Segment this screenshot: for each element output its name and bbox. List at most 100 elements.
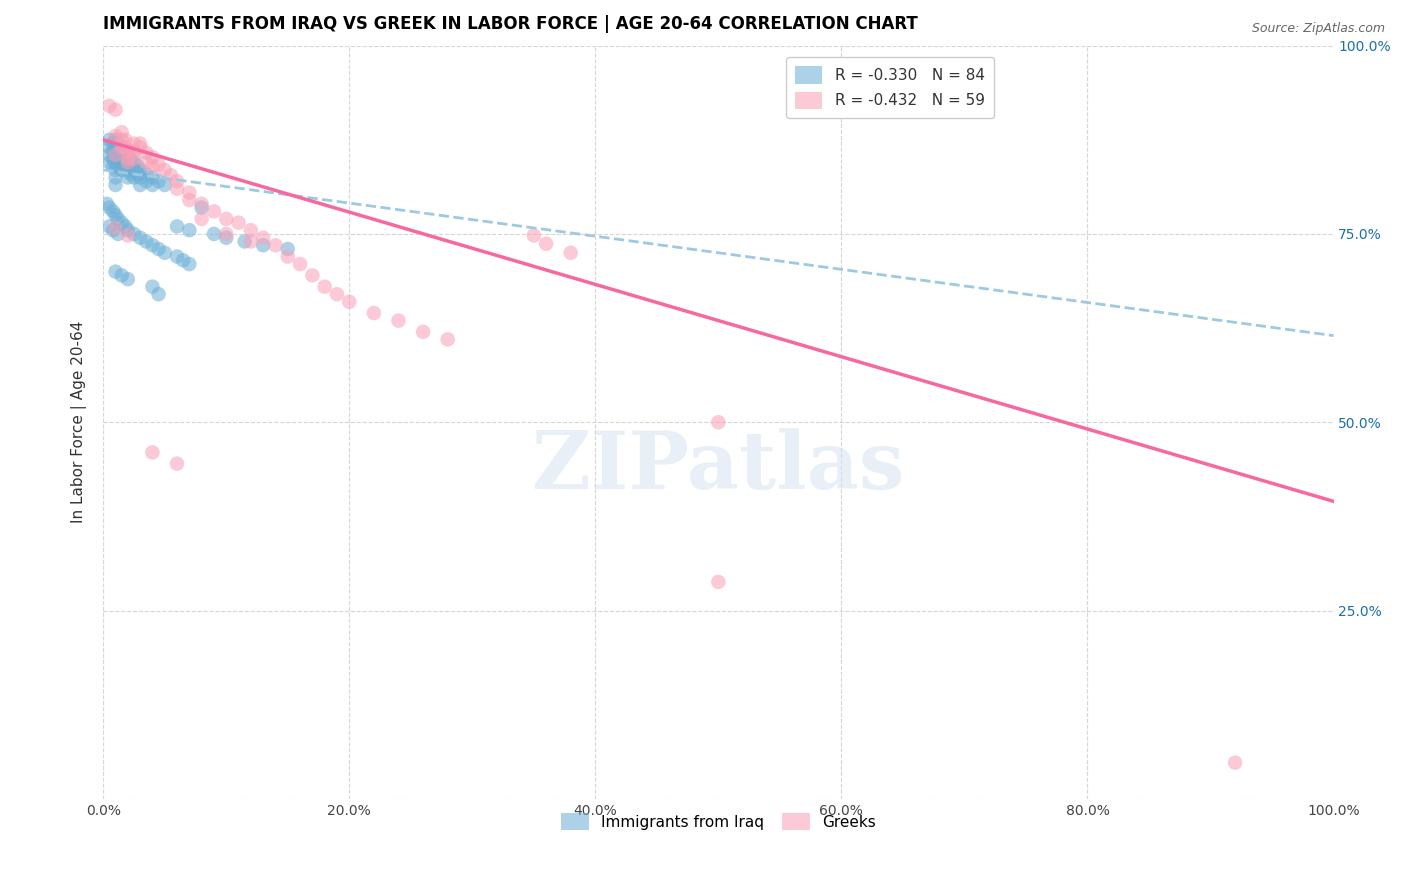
Point [120, 159, 142, 173]
Point [179, 186, 201, 200]
Point [107, 144, 129, 158]
Point [153, 245, 176, 260]
Point [534, 236, 557, 251]
Point [148, 242, 170, 256]
Point [337, 294, 360, 309]
Point [111, 216, 134, 230]
Point [122, 227, 145, 241]
Point [104, 170, 127, 185]
Point [107, 152, 129, 166]
Point [107, 136, 129, 151]
Point [233, 235, 256, 249]
Point [288, 257, 311, 271]
Point [104, 103, 127, 117]
Point [111, 163, 134, 178]
Point [98, 201, 121, 215]
Point [387, 313, 409, 327]
Point [129, 136, 152, 151]
Point [190, 211, 212, 226]
Point [111, 140, 134, 154]
Point [215, 227, 238, 241]
Point [129, 231, 152, 245]
Point [111, 148, 134, 162]
Point [104, 155, 127, 169]
Point [117, 155, 139, 169]
Point [101, 159, 124, 173]
Point [141, 150, 163, 164]
Point [98, 219, 121, 234]
Point [523, 228, 546, 243]
Point [239, 223, 262, 237]
Point [141, 178, 163, 192]
Point [363, 306, 385, 320]
Point [122, 152, 145, 166]
Point [104, 129, 127, 144]
Point [117, 228, 139, 243]
Point [179, 257, 201, 271]
Point [98, 99, 121, 113]
Point [129, 170, 152, 185]
Point [114, 133, 136, 147]
Point [135, 235, 157, 249]
Point [127, 167, 149, 181]
Point [135, 174, 157, 188]
Point [252, 238, 274, 252]
Point [135, 145, 157, 160]
Point [104, 163, 127, 178]
Point [96, 197, 118, 211]
Text: IMMIGRANTS FROM IRAQ VS GREEK IN LABOR FORCE | AGE 20-64 CORRELATION CHART: IMMIGRANTS FROM IRAQ VS GREEK IN LABOR F… [103, 15, 918, 33]
Point [101, 136, 124, 151]
Point [252, 231, 274, 245]
Point [117, 272, 139, 286]
Point [117, 148, 139, 162]
Point [122, 144, 145, 158]
Point [117, 152, 139, 166]
Point [148, 174, 170, 188]
Point [104, 178, 127, 192]
Point [122, 163, 145, 178]
Point [122, 155, 145, 169]
Point [166, 250, 188, 264]
Point [202, 204, 225, 219]
Point [101, 144, 124, 158]
Point [277, 250, 299, 264]
Point [153, 163, 176, 178]
Point [101, 152, 124, 166]
Point [215, 211, 238, 226]
Point [707, 574, 730, 589]
Point [111, 125, 134, 139]
Point [98, 148, 121, 162]
Point [141, 238, 163, 252]
Point [127, 159, 149, 173]
Point [117, 170, 139, 185]
Point [111, 140, 134, 154]
Point [264, 238, 287, 252]
Point [436, 332, 458, 346]
Point [277, 242, 299, 256]
Point [120, 152, 142, 166]
Point [101, 204, 124, 219]
Point [107, 211, 129, 226]
Point [239, 235, 262, 249]
Point [104, 265, 127, 279]
Point [104, 148, 127, 162]
Point [104, 133, 127, 147]
Point [141, 159, 163, 173]
Point [104, 208, 127, 222]
Point [104, 140, 127, 154]
Point [117, 144, 139, 158]
Text: ZIPatlas: ZIPatlas [533, 428, 904, 507]
Point [228, 216, 250, 230]
Point [160, 168, 183, 182]
Point [190, 197, 212, 211]
Point [166, 174, 188, 188]
Point [179, 223, 201, 237]
Point [301, 268, 323, 283]
Point [153, 178, 176, 192]
Point [707, 415, 730, 429]
Point [412, 325, 434, 339]
Point [117, 163, 139, 178]
Point [560, 245, 582, 260]
Point [1223, 756, 1246, 770]
Point [107, 159, 129, 173]
